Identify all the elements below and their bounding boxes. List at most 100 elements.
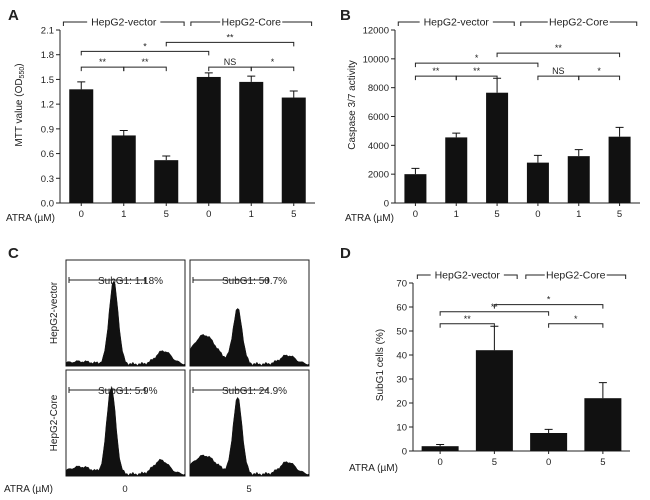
panel-b-group-label: HepG2-Core bbox=[549, 17, 609, 29]
panel-d-sig-label: * bbox=[547, 295, 551, 305]
panel-b-ytick-label: 0 bbox=[384, 199, 389, 210]
panel-d-error-bar bbox=[544, 428, 553, 433]
panel-a-ytick-label: 0.0 bbox=[41, 199, 54, 210]
panel-b-bar bbox=[445, 137, 468, 203]
panel-d-sig-bracket bbox=[548, 323, 604, 328]
panel-a-sig-label: ** bbox=[226, 32, 234, 42]
panel-d-group-label: HepG2-Core bbox=[546, 270, 606, 282]
panel-a-bar bbox=[281, 97, 306, 203]
panel-a-bar bbox=[154, 160, 179, 203]
panel-d-ytick-label: 30 bbox=[396, 375, 407, 386]
panel-a-atra-label: ATRA (µM) bbox=[6, 213, 55, 224]
panel-letter-c: C bbox=[8, 245, 19, 262]
panel-d-group-bracket bbox=[416, 274, 518, 279]
gate-vector-0 bbox=[68, 277, 146, 283]
panel-a-bar bbox=[111, 135, 136, 203]
panel-d-bar bbox=[584, 398, 622, 451]
panel-a-xtick-label: 1 bbox=[249, 209, 254, 220]
panel-a-error-bar bbox=[119, 130, 128, 136]
panel-a-error-bar bbox=[77, 81, 86, 90]
panel-b-sig-bracket bbox=[414, 75, 457, 81]
panel-b-xtick-label: 1 bbox=[576, 209, 581, 220]
panel-a-chart: MTT value (OD550) ATRA (µM) 0.0 0.3 0.6 0.9… bbox=[6, 17, 315, 224]
panel-b-ytick-label: 6000 bbox=[368, 112, 389, 123]
panel-letter-d: D bbox=[340, 245, 351, 262]
panel-b-atra-label: ATRA (µM) bbox=[345, 213, 394, 224]
panel-b-xtick-label: 0 bbox=[535, 209, 540, 220]
panel-a-xtick-label: 5 bbox=[164, 209, 169, 220]
histogram-vector-0-trace bbox=[65, 280, 186, 367]
panel-d-ytick-label: 10 bbox=[396, 423, 407, 434]
panel-b-error-bar bbox=[493, 77, 502, 93]
panel-b-sig-bracket bbox=[455, 75, 498, 81]
panel-b-sig-label: ** bbox=[555, 43, 563, 53]
gate-core-5 bbox=[192, 387, 269, 393]
panel-a-xtick-label: 1 bbox=[121, 209, 126, 220]
panel-d-ytick-label: 60 bbox=[396, 303, 407, 314]
gate-label-core-0: SubG1: 5.9% bbox=[98, 386, 158, 397]
panel-d-xtick-label: 5 bbox=[492, 457, 497, 468]
panel-d-ylabel: SubG1 cells (%) bbox=[375, 329, 386, 401]
panel-b-ylabel: Caspase 3/7 activity bbox=[347, 60, 358, 150]
panel-b-error-bar bbox=[533, 154, 542, 163]
panel-d-bar bbox=[421, 446, 459, 451]
panel-a-sig-bracket bbox=[123, 66, 167, 72]
panel-d-group-label: HepG2-vector bbox=[435, 270, 501, 282]
panel-a-error-bar bbox=[247, 75, 256, 82]
panel-a-xtick-label: 5 bbox=[291, 209, 296, 220]
panel-b-ytick-label: 8000 bbox=[368, 83, 389, 94]
row-label-core: HepG2-Core bbox=[49, 394, 60, 451]
gate-core-0 bbox=[68, 387, 146, 393]
panel-d-error-bar bbox=[436, 444, 445, 447]
panel-d-ytick-label: 20 bbox=[396, 399, 407, 410]
panel-b-sig-bracket bbox=[496, 52, 621, 58]
panel-b-ytick-label: 2000 bbox=[368, 170, 389, 181]
panel-a-xtick-label: 0 bbox=[206, 209, 211, 220]
column-label-5: 5 bbox=[246, 484, 251, 495]
gate-label-vector-0: SubG1: 1.18% bbox=[98, 276, 163, 287]
panel-b-sig-label: ** bbox=[473, 66, 481, 76]
panel-b-bar bbox=[404, 174, 427, 203]
panel-b-sig-bracket bbox=[578, 75, 621, 81]
panel-b-error-bar bbox=[411, 167, 420, 175]
panel-letter-a: A bbox=[8, 7, 19, 24]
panel-b-error-bar bbox=[615, 126, 624, 137]
panel-a-group-bracket bbox=[190, 21, 313, 26]
histogram-vector-5-trace bbox=[189, 308, 310, 367]
panel-b-xtick-label: 5 bbox=[617, 209, 622, 220]
panel-b-group-label: HepG2-vector bbox=[424, 17, 490, 29]
panel-d-xtick-label: 0 bbox=[437, 457, 442, 468]
panel-b-ytick-label: 12000 bbox=[363, 26, 389, 37]
panel-b-bar bbox=[486, 92, 509, 203]
panel-b-bar bbox=[608, 136, 631, 203]
panel-a-ytick-label: 0.9 bbox=[41, 124, 54, 135]
panel-c-histograms: HepG2-vector HepG2-Core ATRA (µM) 0 5 Su… bbox=[4, 259, 310, 495]
panel-a-ytick-label: 0.6 bbox=[41, 149, 54, 160]
panel-b-sig-label: ** bbox=[432, 66, 440, 76]
panel-b-bar bbox=[526, 162, 549, 203]
panel-b-sig-label: * bbox=[597, 66, 601, 76]
panel-b-sig-bracket bbox=[414, 62, 539, 68]
panel-d-sig-bracket bbox=[493, 304, 604, 309]
panel-a-sig-bracket bbox=[165, 41, 295, 47]
panel-d-atra-label: ATRA (µM) bbox=[349, 463, 398, 474]
row-label-vector: HepG2-vector bbox=[49, 281, 60, 344]
panel-a-bar bbox=[69, 89, 94, 203]
panel-d-sig-label: * bbox=[574, 314, 578, 324]
panel-d-error-bar bbox=[490, 325, 499, 351]
panel-a-sig-bracket bbox=[80, 66, 125, 72]
histogram-core-5-trace bbox=[189, 396, 310, 477]
panel-a-group-label: HepG2-Core bbox=[221, 17, 281, 29]
panel-d-ytick-label: 0 bbox=[402, 447, 407, 458]
panel-d-sig-bracket bbox=[439, 311, 550, 316]
panel-a-ytick-label: 1.2 bbox=[41, 100, 54, 111]
panel-b-sig-bracket bbox=[537, 75, 580, 81]
panel-a-sig-label: * bbox=[271, 57, 275, 67]
panel-a-sig-bracket bbox=[80, 50, 210, 56]
panel-a-bar bbox=[239, 81, 264, 203]
panel-d-ytick-label: 40 bbox=[396, 351, 407, 362]
panel-a-xtick-label: 0 bbox=[79, 209, 84, 220]
panel-a-sig-label: ** bbox=[99, 57, 107, 67]
panel-a-bar bbox=[196, 76, 221, 203]
